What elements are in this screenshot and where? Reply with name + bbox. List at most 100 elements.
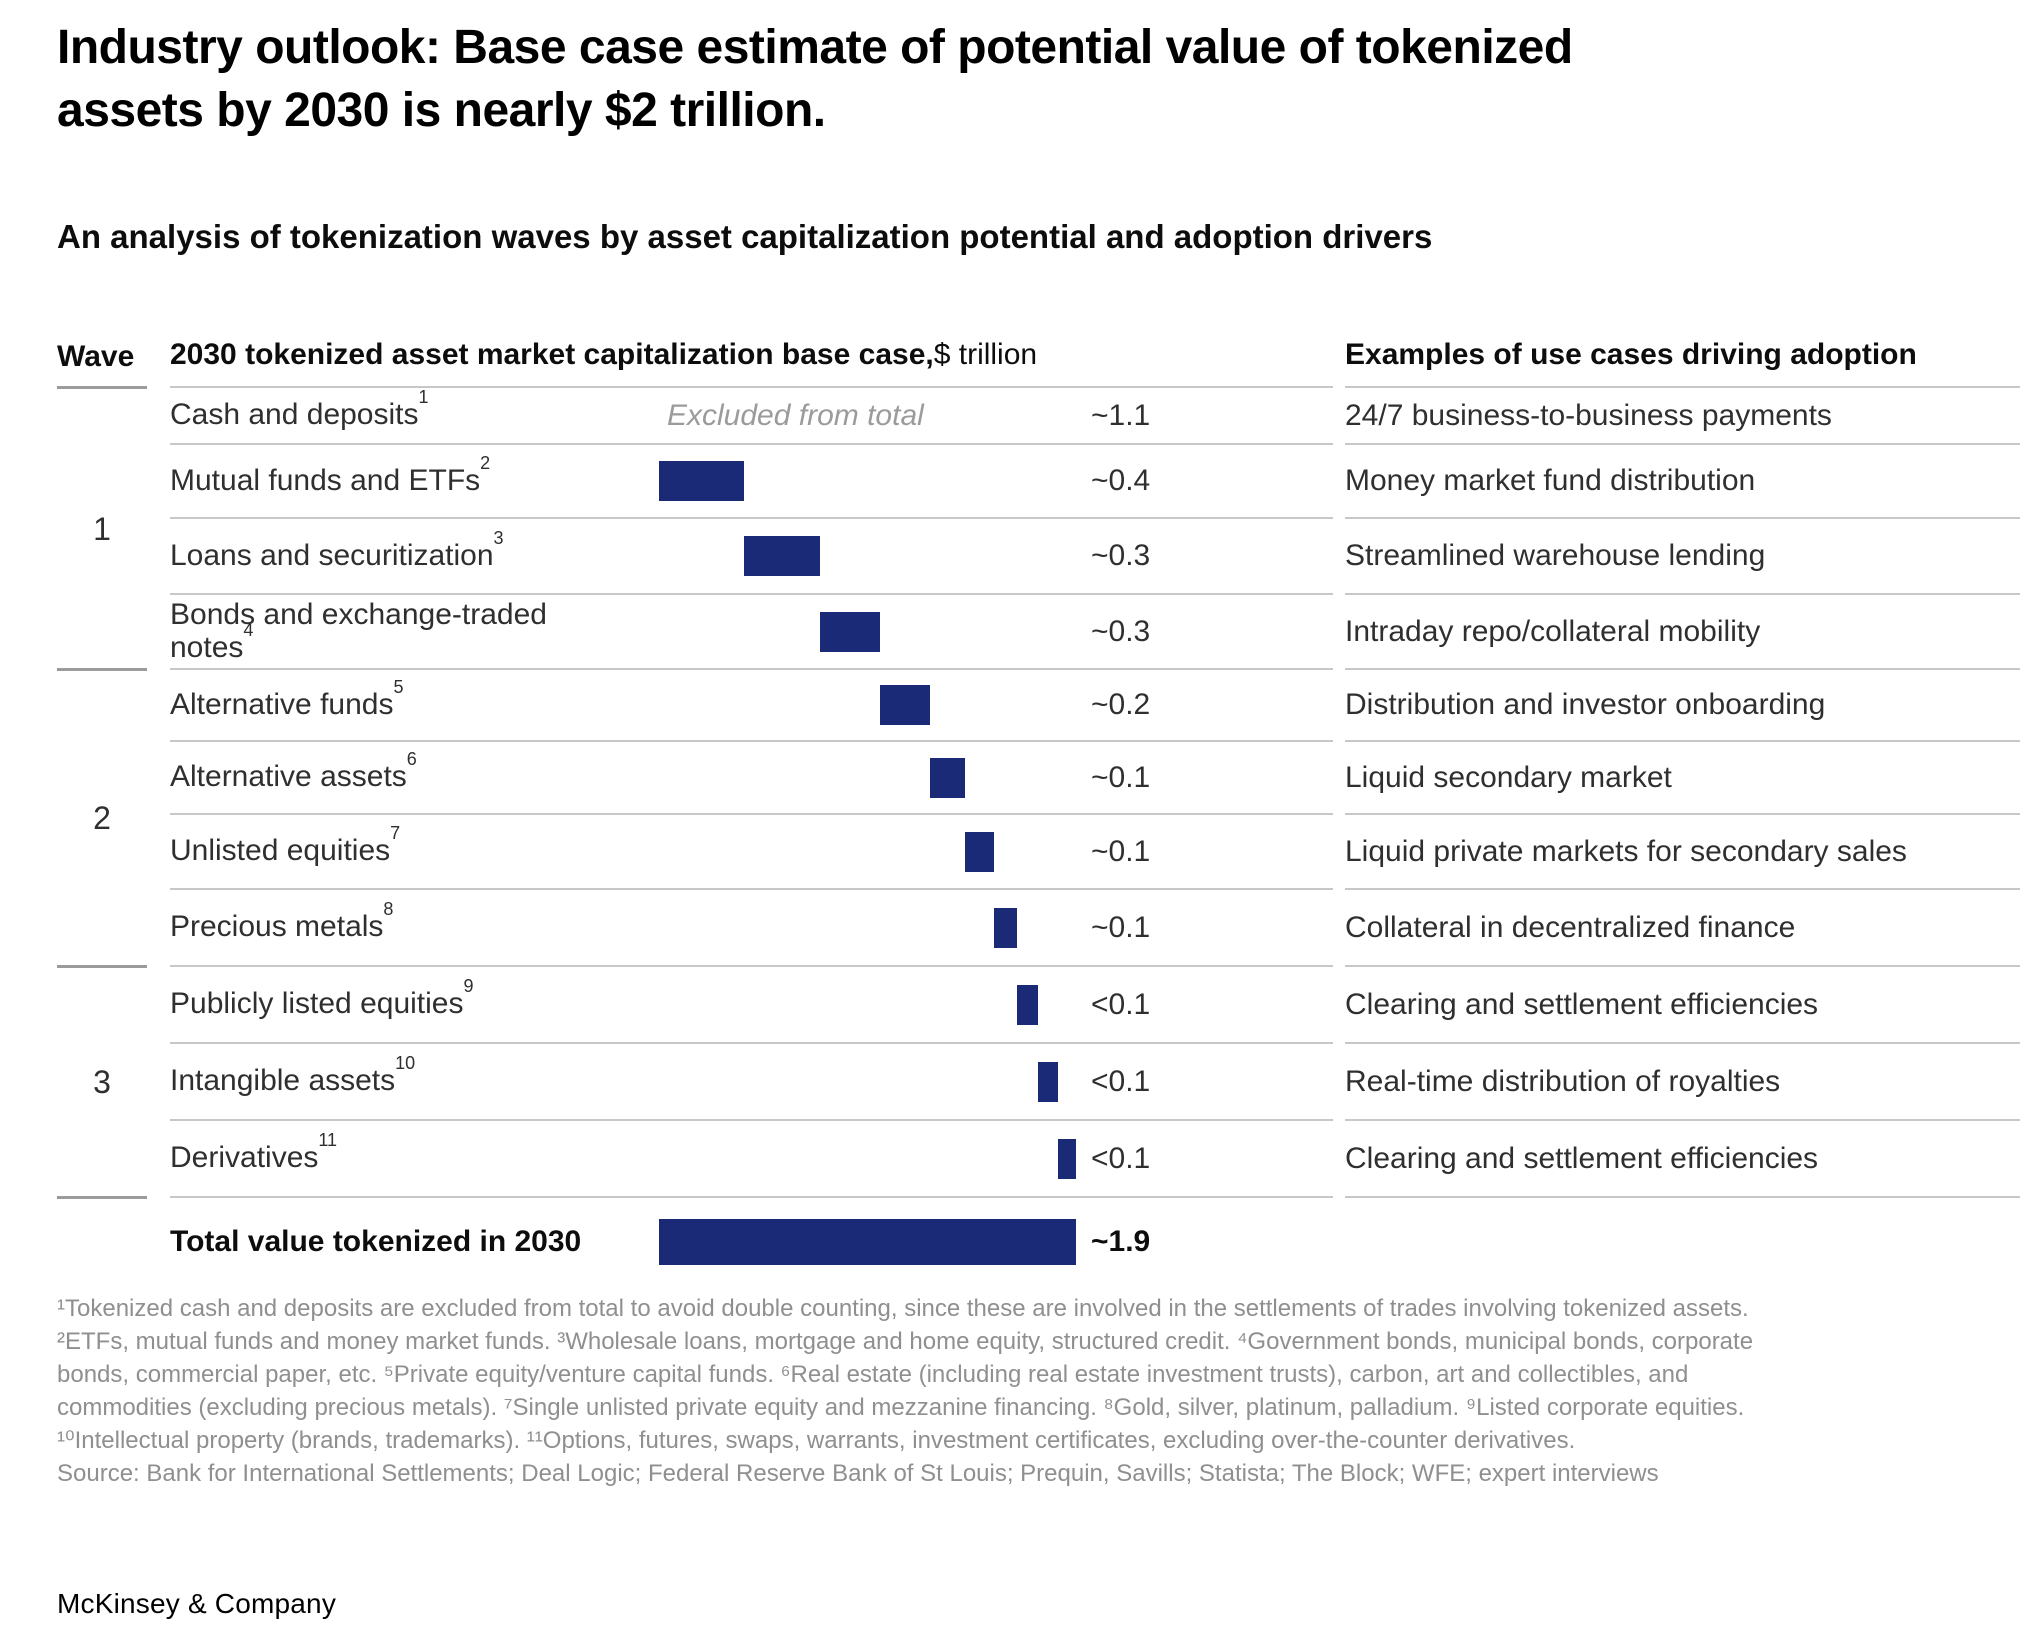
row-label-text: Alternative assets: [170, 760, 407, 794]
tokenization-table: Wave 2030 tokenized asset market capital…: [57, 330, 2020, 1285]
row-label-text: Derivatives: [170, 1141, 319, 1175]
row-use-case-cell: Real-time distribution of royalties: [1345, 1044, 2020, 1121]
waterfall-bar: [1038, 1061, 1058, 1102]
row-value: ~0.1: [1091, 760, 1151, 794]
table-row-market-cap-cell: Loans and securitization3 ~0.3: [170, 519, 1333, 595]
row-use-case: Distribution and investor onboarding: [1345, 688, 1826, 721]
row-label-text: Publicly listed equities: [170, 987, 464, 1021]
row-use-case-cell: Liquid secondary market: [1345, 742, 2020, 815]
row-use-case: Clearing and settlement efficiencies: [1345, 1141, 1819, 1175]
row-label-text: Mutual funds and ETFs: [170, 463, 481, 497]
row-use-case-cell: Collateral in decentralized finance: [1345, 890, 2020, 967]
total-value: ~1.9: [1091, 1224, 1151, 1258]
market-cap-column-header-cell: 2030 tokenized asset market capitalizati…: [170, 330, 1333, 388]
footnotes: ¹Tokenized cash and deposits are exclude…: [57, 1292, 2005, 1490]
row-use-case: Real-time distribution of royalties: [1345, 1064, 1781, 1098]
row-use-case-cell: Liquid private markets for secondary sal…: [1345, 815, 2020, 890]
table-row-market-cap-cell: Unlisted equities7 ~0.1: [170, 815, 1333, 890]
row-use-case: Liquid secondary market: [1345, 760, 1672, 794]
wave-group-label: 3: [93, 1064, 111, 1100]
waterfall-bar: [820, 611, 880, 652]
wave-header-underline: [57, 386, 147, 389]
wave-group-divider-tick: [57, 668, 147, 671]
row-label-superscript: 5: [393, 676, 404, 697]
wave-column-header: Wave: [57, 340, 135, 373]
row-value: ~0.1: [1091, 910, 1151, 944]
table-row-market-cap-cell: Mutual funds and ETFs2 ~0.4: [170, 445, 1333, 519]
footnote-line: ¹Tokenized cash and deposits are exclude…: [57, 1295, 1749, 1322]
row-label-text: Alternative funds: [170, 687, 394, 721]
total-row-divider-tick: [57, 1196, 147, 1199]
wave-group-label: 1: [93, 510, 111, 547]
row-label-text: Cash and deposits: [170, 398, 419, 432]
row-value: ~0.1: [1091, 834, 1151, 868]
row-value: <0.1: [1091, 1141, 1151, 1175]
wave-group-divider-tick: [57, 965, 147, 968]
row-label-text: Loans and securitization: [170, 538, 494, 572]
row-value: ~0.2: [1091, 688, 1151, 721]
row-value: ~1.1: [1091, 398, 1151, 432]
row-label-superscript: 8: [383, 899, 394, 920]
waterfall-bar: [930, 757, 965, 798]
row-label: Precious metals8: [170, 900, 600, 943]
row-use-case-cell: Clearing and settlement efficiencies: [1345, 967, 2020, 1044]
source-line: Source: Bank for International Settlemen…: [57, 1460, 1659, 1487]
row-use-case: Clearing and settlement efficiencies: [1345, 987, 1819, 1021]
row-label-superscript: 3: [493, 527, 504, 548]
total-waterfall-bar: [659, 1218, 1076, 1265]
use-cases-column-header-cell: Examples of use cases driving adoption: [1345, 330, 2020, 388]
wave-group-cell: 1: [57, 388, 170, 670]
table-row-market-cap-cell: Alternative funds5 ~0.2: [170, 670, 1333, 742]
row-use-case: Money market fund distribution: [1345, 464, 1756, 497]
row-use-case: Liquid private markets for secondary sal…: [1345, 834, 1907, 868]
wave-group-label: 2: [93, 800, 111, 836]
total-label: Total value tokenized in 2030: [170, 1224, 582, 1258]
row-label: Loans and securitization3: [170, 529, 600, 572]
table-row-market-cap-cell: Bonds and exchange-traded notes4 ~0.3: [170, 595, 1333, 670]
table-row-market-cap-cell: Cash and deposits1 Excluded from total ~1.…: [170, 388, 1333, 445]
row-value: <0.1: [1091, 987, 1151, 1021]
row-label: Unlisted equities7: [170, 824, 600, 867]
waterfall-bar: [1058, 1138, 1076, 1179]
row-use-case-cell: Distribution and investor onboarding: [1345, 670, 2020, 742]
excluded-from-total-note: Excluded from total: [667, 398, 924, 432]
row-value: <0.1: [1091, 1064, 1151, 1098]
table-row-market-cap-cell: Derivatives11 <0.1: [170, 1121, 1333, 1198]
row-value: ~0.4: [1091, 464, 1151, 497]
row-use-case-cell: 24/7 business-to-business payments: [1345, 388, 2020, 445]
waterfall-bar: [1017, 984, 1038, 1025]
footnote-line: ²ETFs, mutual funds and money market fun…: [57, 1328, 1754, 1355]
total-row-cell: Total value tokenized in 2030 ~1.9: [170, 1198, 1333, 1285]
use-cases-column-header: Examples of use cases driving adoption: [1345, 338, 1917, 371]
row-label: Alternative funds5: [170, 678, 600, 721]
waterfall-bar: [659, 461, 744, 501]
row-use-case: 24/7 business-to-business payments: [1345, 398, 1832, 432]
row-label: Bonds and exchange-traded notes4: [170, 598, 600, 664]
waterfall-bar: [965, 831, 994, 872]
waterfall-bar: [744, 536, 820, 576]
row-use-case: Streamlined warehouse lending: [1345, 539, 1766, 572]
row-label: Derivatives11: [170, 1131, 600, 1175]
wave-group-cell: 2: [57, 668, 170, 967]
row-label-superscript: 10: [395, 1053, 416, 1074]
row-label: Cash and deposits1: [170, 388, 600, 432]
row-value: ~0.3: [1091, 614, 1151, 648]
footnote-line: bonds, commercial paper, etc. ⁵Private e…: [57, 1361, 1689, 1388]
row-label-superscript: 4: [243, 619, 254, 640]
row-label-superscript: 11: [318, 1130, 338, 1151]
waterfall-bar: [994, 907, 1017, 948]
mckinsey-logo: McKinsey & Company: [57, 1588, 337, 1619]
total-row-wave-cell: [57, 1196, 170, 1285]
footnote-line: commodities (excluding precious metals).…: [57, 1394, 1745, 1421]
table-row-market-cap-cell: Intangible assets10 <0.1: [170, 1044, 1333, 1121]
row-label: Mutual funds and ETFs2: [170, 454, 600, 497]
row-use-case: Collateral in decentralized finance: [1345, 910, 1796, 944]
row-label-superscript: 7: [390, 823, 401, 844]
row-label-superscript: 6: [406, 749, 417, 770]
row-label-text: Intangible assets: [170, 1064, 396, 1098]
row-label-superscript: 1: [418, 387, 429, 408]
row-use-case-cell: Money market fund distribution: [1345, 445, 2020, 519]
market-cap-column-header: 2030 tokenized asset market capitalizati…: [170, 338, 934, 371]
row-label: Alternative assets6: [170, 750, 600, 794]
